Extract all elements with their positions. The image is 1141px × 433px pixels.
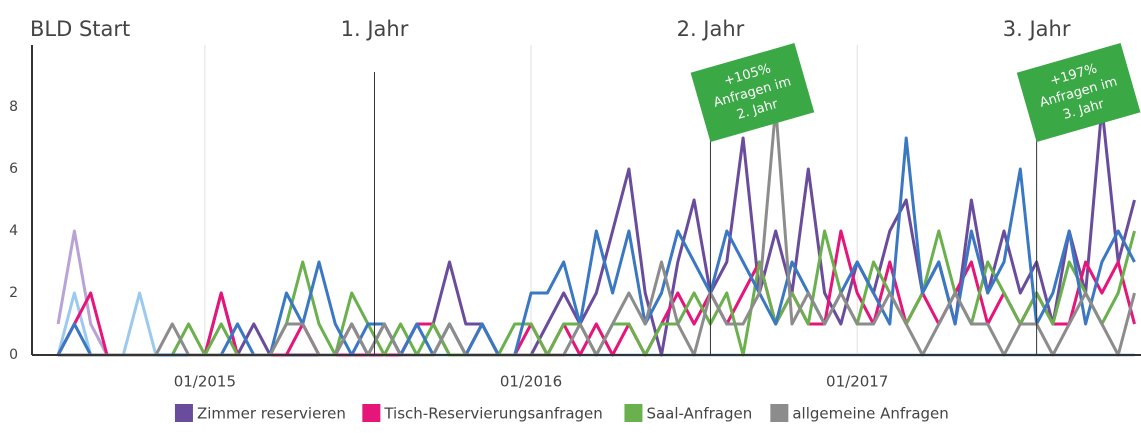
y-tick-label: 4 (9, 223, 18, 239)
annotation-label: 2. Jahr (677, 17, 745, 41)
flag: +105%Anfragen im2. Jahr (690, 43, 815, 142)
legend-label: allgemeine Anfragen (792, 405, 948, 423)
y-tick-label: 6 (9, 161, 18, 177)
y-tick-label: 2 (9, 285, 18, 301)
flag: +197%Anfragen im3. Jahr (1016, 43, 1141, 142)
legend-swatch (174, 404, 193, 422)
flag-bg (690, 43, 815, 142)
x-tick-label: 01/2016 (500, 373, 562, 391)
flag-bg (1016, 43, 1141, 142)
x-tick-label: 01/2017 (826, 373, 888, 391)
annotation-label: 1. Jahr (341, 17, 409, 41)
y-tick-label: 8 (9, 99, 18, 115)
annotation-label: BLD Start (30, 17, 130, 41)
series-line (56, 136, 1136, 357)
x-tick-label: 01/2015 (174, 373, 236, 391)
annotation-label: 3. Jahr (1003, 17, 1071, 41)
legend-swatch (770, 404, 789, 422)
legend-label: Zimmer reservieren (197, 405, 346, 423)
legend-label: Saal-Anfragen (646, 405, 752, 423)
y-tick-label: 0 (9, 347, 18, 363)
legend-swatch (624, 404, 643, 422)
legend-label: Tisch-Reservierungsanfragen (383, 405, 602, 423)
legend-swatch (362, 404, 381, 422)
